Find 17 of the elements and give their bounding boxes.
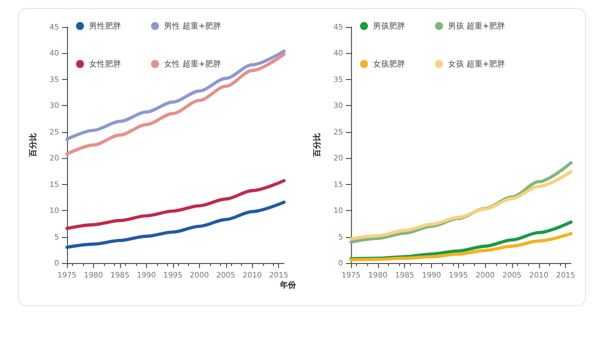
legend-label: 女性肥胖 <box>89 60 121 68</box>
line-series <box>65 52 286 156</box>
line-series <box>349 232 573 262</box>
legend-label: 男性 超重+肥胖 <box>164 22 222 30</box>
legend-label: 女孩 超重+肥胖 <box>448 60 506 68</box>
legend-label: 男性肥胖 <box>89 22 121 30</box>
y-axis-title: 百分比 <box>28 133 38 158</box>
legend-label: 男孩肥胖 <box>373 22 405 30</box>
line-series <box>65 179 286 230</box>
legend-label: 男孩 超重+肥胖 <box>448 22 506 30</box>
line-series <box>65 200 286 249</box>
x-axis-title: 年份 <box>279 280 297 290</box>
line-series <box>65 50 286 141</box>
line-series <box>349 170 573 240</box>
legend-label: 女孩肥胖 <box>373 60 405 68</box>
legend-label: 女性 超重+肥胖 <box>164 60 222 68</box>
y-axis-title: 百分比 <box>312 133 322 158</box>
